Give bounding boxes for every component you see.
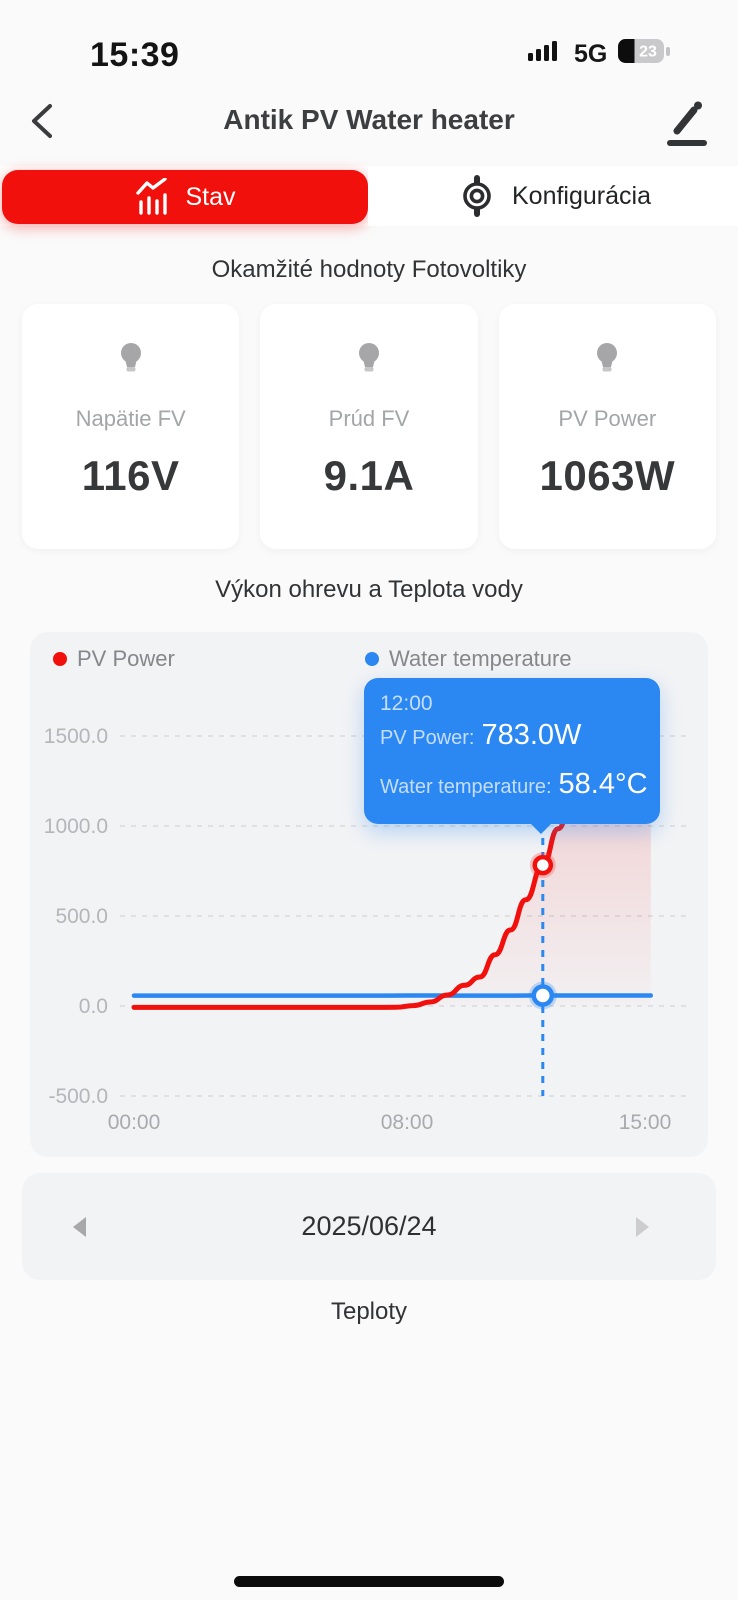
pv-marker-ring — [532, 854, 554, 876]
pencil-edit-icon — [667, 101, 707, 146]
tooltip-pv-value: 783.0W — [481, 719, 582, 751]
stat-card-value: 116V — [81, 452, 180, 499]
signal-bars-icon — [528, 41, 557, 61]
network-type-label: 5G — [574, 40, 608, 68]
tooltip-water-label: Water temperature: — [380, 776, 552, 798]
home-indicator[interactable] — [234, 1576, 504, 1587]
legend-label: Water temperature — [389, 646, 572, 671]
tooltip-pv-label: PV Power: — [380, 727, 475, 749]
chart-plot[interactable]: 1500.0 1000.0 500.0 0.0 -500.0 00:00 08:… — [30, 632, 708, 1157]
svg-text:500.0: 500.0 — [55, 905, 108, 928]
date-prev-button[interactable] — [50, 1173, 110, 1280]
page-title: Antik PV Water heater — [223, 104, 515, 135]
svg-text:-500.0: -500.0 — [48, 1085, 108, 1108]
tab-konfiguracia[interactable]: Konfigurácia — [368, 166, 738, 226]
pv-marker — [529, 852, 556, 879]
legend-item-pv[interactable]: PV Power — [53, 646, 175, 672]
svg-text:00:00: 00:00 — [108, 1111, 161, 1134]
tab-konfiguracia-label: Konfigurácia — [512, 181, 651, 210]
legend-label: PV Power — [77, 646, 175, 671]
stat-card-value: 9.1A — [323, 452, 415, 499]
chart-section-title: Výkon ohrevu a Teplota vody — [215, 576, 523, 603]
chevron-left-icon — [32, 104, 52, 138]
triangle-right-icon — [636, 1216, 649, 1237]
water-marker-ring — [531, 984, 555, 1007]
tooltip-pointer — [530, 823, 552, 834]
legend-dot-blue — [365, 652, 379, 666]
battery-percent-label: 23 — [639, 44, 657, 61]
bulb-icon — [120, 343, 141, 372]
date-next-button[interactable] — [612, 1173, 672, 1280]
stat-card-label: Prúd FV — [328, 406, 410, 431]
chart-card: PV Power Water temperature 1500.0 1000.0… — [30, 632, 708, 1157]
tab-stav-label: Stav — [185, 182, 236, 211]
y-axis-labels: 1500.0 1000.0 500.0 0.0 -500.0 — [44, 725, 108, 1108]
svg-text:08:00: 08:00 — [381, 1111, 434, 1134]
stat-card-current: Prúd FV 9.1A — [260, 304, 478, 549]
svg-text:0.0: 0.0 — [79, 995, 108, 1018]
stat-card-value: 1063W — [539, 452, 676, 499]
tooltip-time: 12:00 — [380, 692, 433, 715]
date-value: 2025/06/24 — [301, 1211, 437, 1241]
water-marker — [528, 981, 557, 1010]
pv-area — [134, 736, 651, 1008]
tab-stav[interactable]: Stav — [2, 170, 368, 224]
back-button[interactable] — [24, 100, 64, 142]
edit-button[interactable] — [660, 98, 712, 152]
stat-card-label: Napätie FV — [75, 406, 186, 431]
status-time: 15:39 — [90, 36, 180, 74]
bar-chart-icon — [136, 178, 168, 215]
battery-icon: 23 — [618, 39, 670, 63]
bulb-icon — [358, 343, 379, 372]
stat-card-power: PV Power 1063W — [498, 304, 716, 549]
gear-icon — [463, 175, 491, 217]
svg-text:1000.0: 1000.0 — [44, 815, 108, 838]
tooltip-water-value: 58.4°C — [558, 768, 648, 800]
date-picker: 2025/06/24 — [22, 1173, 716, 1280]
svg-text:1500.0: 1500.0 — [44, 725, 108, 748]
legend-dot-red — [53, 652, 67, 666]
instant-values-cards: Napätie FV 116V Prúd FV 9.1A PV Power 10… — [22, 304, 716, 549]
instant-values-title: Okamžité hodnoty Fotovoltiky — [211, 256, 527, 283]
triangle-left-icon — [73, 1216, 86, 1237]
x-axis-labels: 00:00 08:00 15:00 — [108, 1111, 672, 1134]
chart-tooltip: 12:00 PV Power: 783.0W Water temperature… — [364, 678, 660, 834]
stat-card-label: PV Power — [558, 406, 657, 431]
stat-card-voltage: Napätie FV 116V — [22, 304, 240, 549]
legend-item-water[interactable]: Water temperature — [365, 646, 572, 672]
temperatures-section-title: Teploty — [330, 1298, 408, 1325]
svg-text:15:00: 15:00 — [619, 1111, 672, 1134]
bulb-icon — [597, 343, 618, 372]
